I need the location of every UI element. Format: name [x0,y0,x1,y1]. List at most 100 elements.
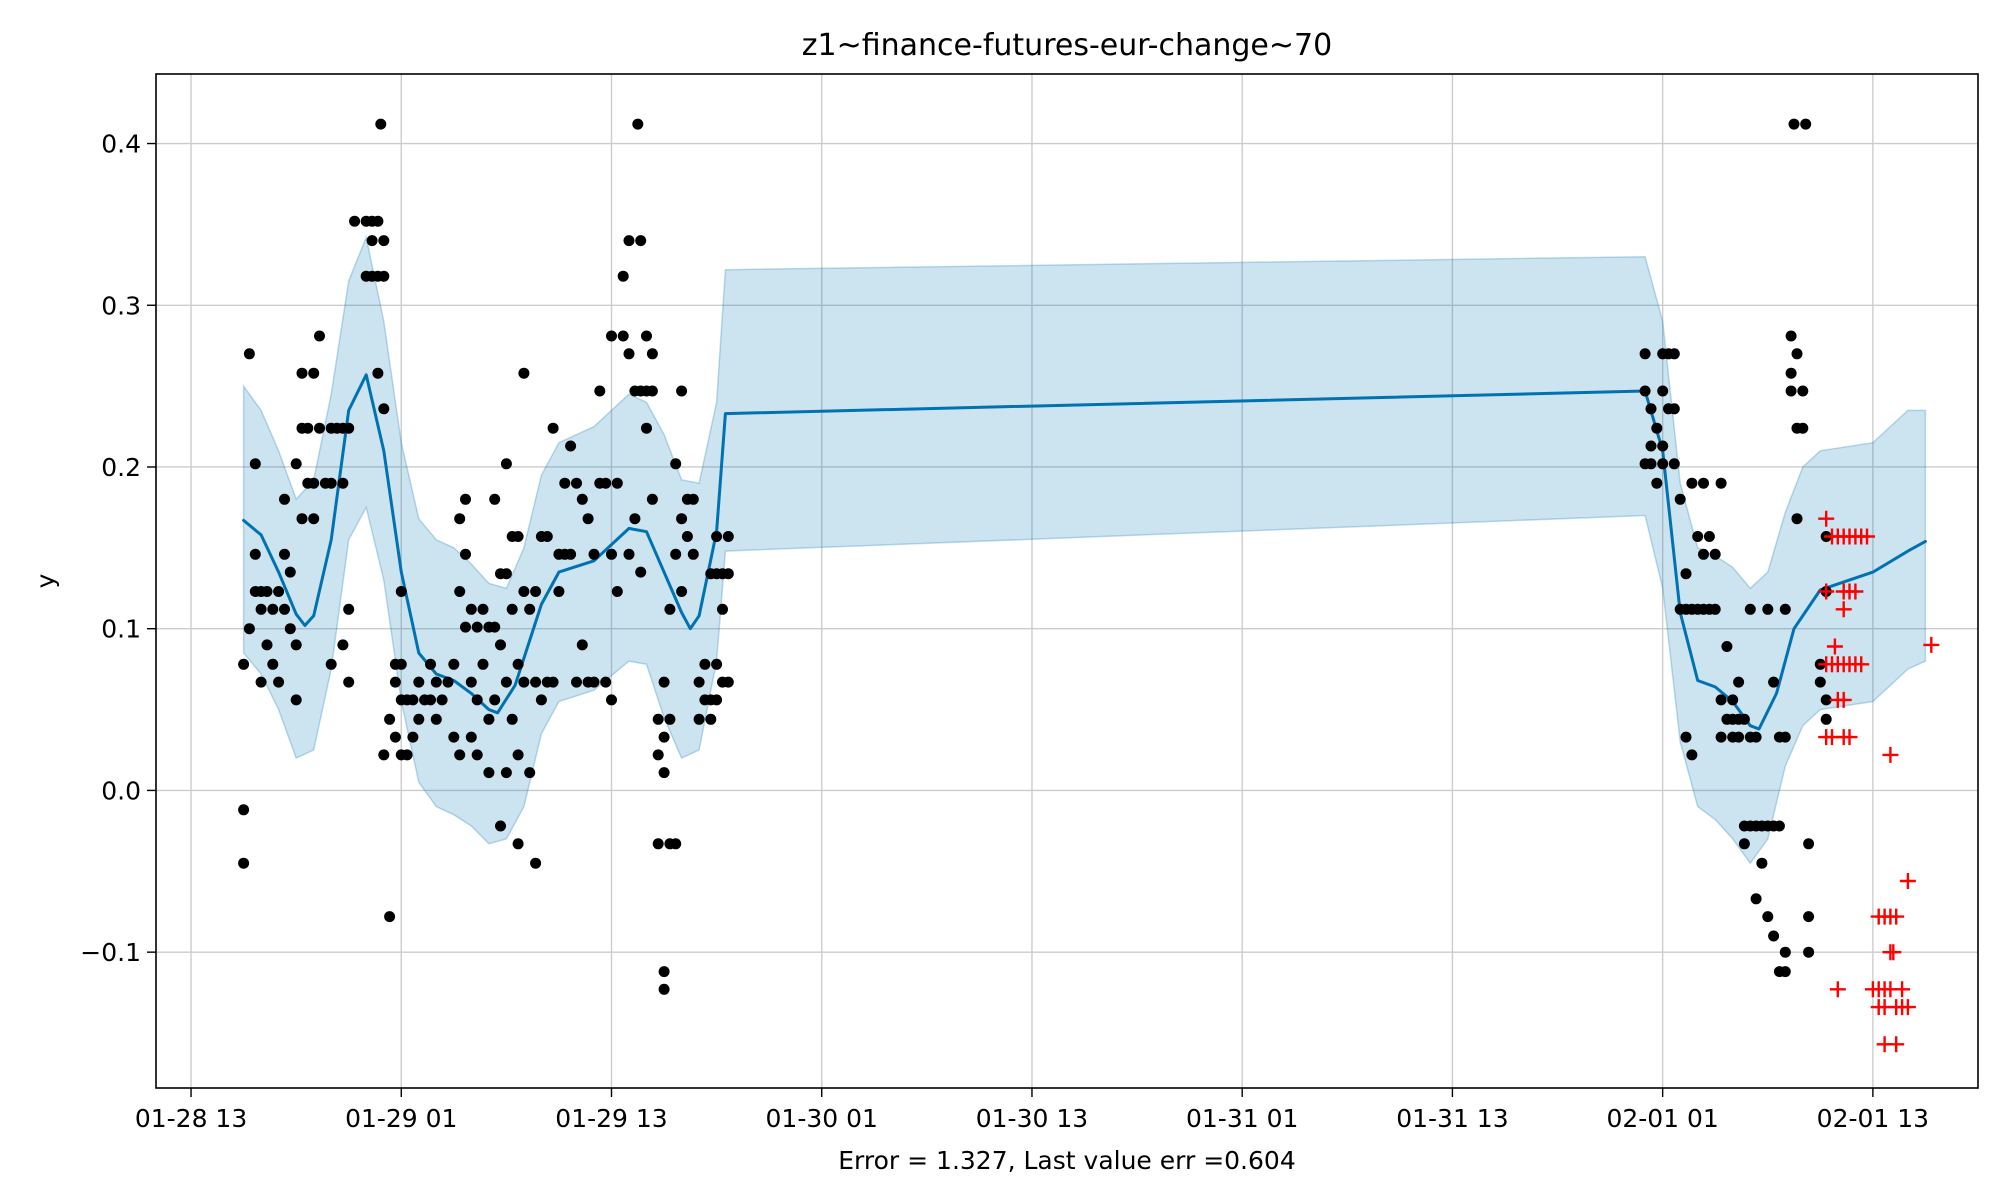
future-point [1882,746,1899,763]
history-point [279,548,290,560]
history-point [460,548,471,560]
history-point [571,676,582,688]
history-point [1651,477,1663,489]
history-point [1788,118,1800,130]
history-point [454,513,466,525]
history-point [1785,385,1797,397]
history-point [465,603,477,615]
future-point [1829,981,1846,998]
history-point [1645,440,1657,452]
history-point [623,348,635,360]
history-point [1820,694,1832,706]
history-point [658,983,670,995]
history-point [722,531,734,542]
history-point [705,713,717,725]
history-point [384,911,396,923]
history-point [530,857,542,869]
history-point [302,422,314,434]
future-point [1853,656,1870,673]
history-point [600,477,612,489]
history-point [1727,694,1739,706]
x-tick-label: 01-30 13 [976,1104,1088,1133]
history-point [290,458,302,470]
history-point [641,330,652,342]
history-point [1657,440,1669,452]
history-point [500,676,512,688]
history-point [1800,118,1812,130]
history-point [1680,568,1692,580]
history-point [512,749,524,761]
history-point [477,603,489,615]
history-point [1768,676,1780,688]
history-point [261,639,273,651]
history-point [524,603,536,615]
history-point [500,568,512,580]
history-point [395,658,407,670]
history-point [1715,694,1727,706]
history-point [512,531,524,542]
history-point [617,270,629,282]
history-point [407,731,419,743]
history-point [284,623,296,635]
chart-title: z1~finance-futures-eur-change~70 [802,28,1332,63]
history-point [273,586,285,597]
history-point [1738,838,1750,850]
history-point [1639,348,1651,360]
future-point [1847,583,1864,600]
history-point [343,676,355,688]
history-point [547,422,559,434]
history-point [495,639,506,651]
history-point [436,694,448,706]
history-point [500,767,512,779]
history-point [646,348,658,360]
history-point [664,603,676,615]
history-point [1779,966,1791,978]
history-point [670,458,682,470]
y-tick-label: 0.1 [101,615,141,644]
history-point [325,477,337,489]
history-point [1762,911,1774,923]
history-point [541,531,553,542]
history-point [483,767,495,779]
history-point [308,367,320,379]
history-point [343,603,355,615]
future-point [1899,873,1916,889]
history-point [530,586,542,597]
history-point [693,676,705,688]
history-point [425,658,436,670]
history-point [1803,838,1815,850]
x-tick-label: 01-28 13 [135,1104,247,1133]
history-point [1803,946,1815,958]
history-point [687,548,699,560]
future-point [1841,729,1858,746]
history-point [1738,713,1750,725]
history-point [1733,731,1745,743]
history-point [243,623,255,635]
history-point [658,731,670,743]
history-point [518,367,530,379]
future-point [1818,583,1835,600]
history-point [471,694,483,706]
history-point [646,493,658,505]
history-point [611,477,623,489]
history-point [249,458,261,470]
history-point [518,676,530,688]
history-point [477,658,489,670]
x-tick-label: 01-30 01 [766,1104,878,1133]
history-point [290,694,302,706]
history-point [243,348,255,360]
history-points-layer [238,118,1832,995]
history-point [629,513,641,525]
history-point [512,838,524,850]
history-point [337,477,349,489]
history-point [325,658,337,670]
history-point [1709,603,1721,615]
history-point [465,731,477,743]
history-point [378,749,390,761]
history-point [1639,385,1651,397]
history-point [711,694,723,706]
history-point [489,694,501,706]
history-point [1645,458,1657,470]
future-point [1835,691,1852,708]
